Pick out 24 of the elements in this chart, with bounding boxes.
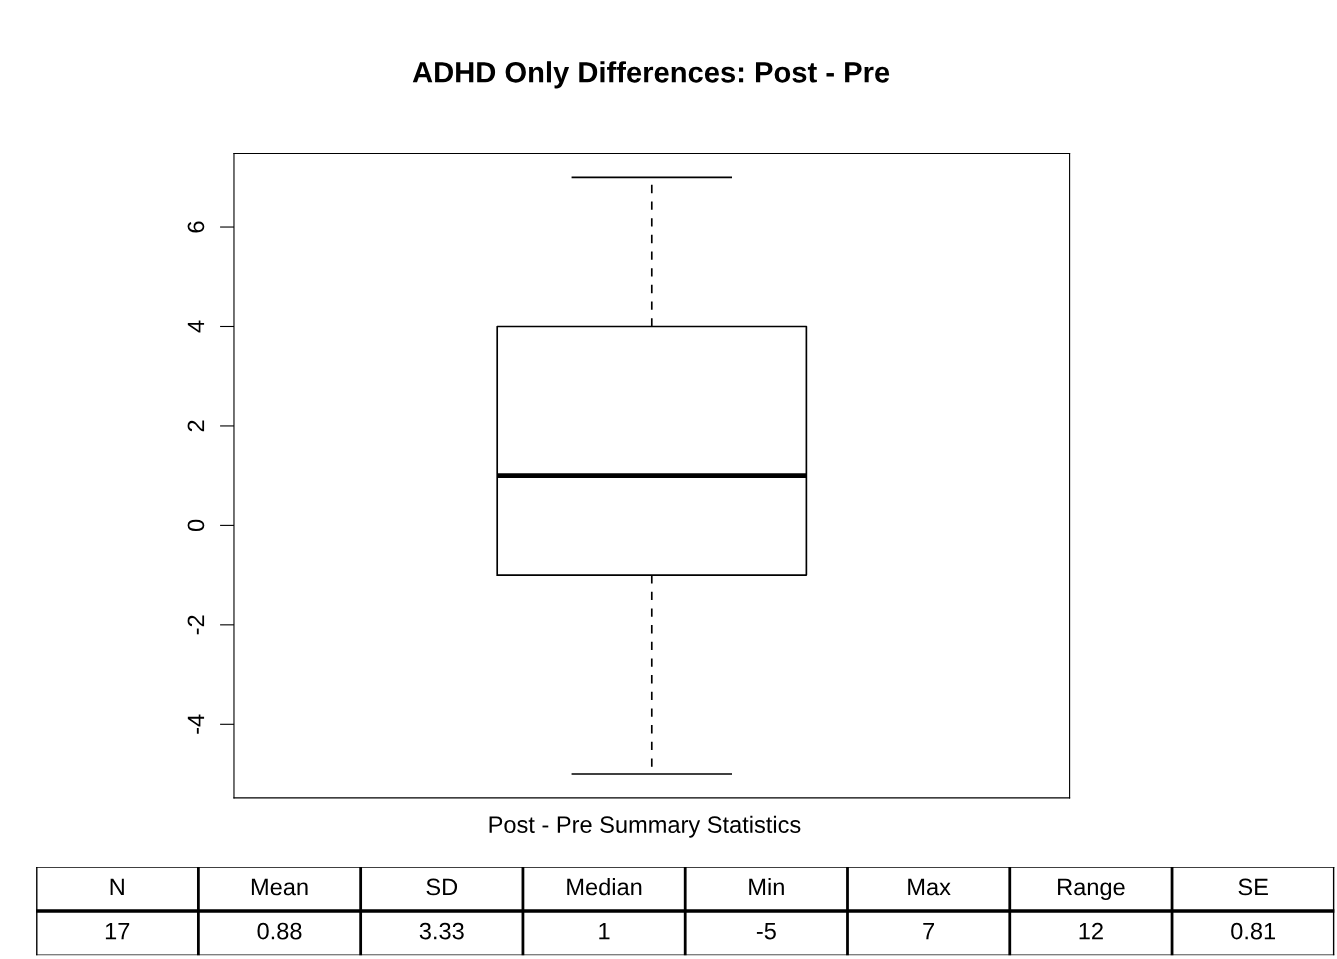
y-tick-label: 2 (187, 420, 205, 432)
category-label: Median (567, 877, 642, 896)
data-label: 3.33 (419, 922, 464, 940)
text: Post - Pre Summary Statistics (489, 815, 801, 838)
category-label: Min (749, 877, 784, 896)
y-tick-label: -2 (187, 615, 205, 635)
data-label: 0.81 (1231, 922, 1276, 940)
y-tick-label: -4 (187, 714, 205, 734)
category-label: Mean (251, 878, 308, 896)
data-label: 17 (105, 922, 130, 940)
category-label: SD (426, 878, 458, 896)
category-label: N (110, 878, 124, 896)
category-label: Max (908, 878, 951, 896)
data-label: 7 (923, 922, 935, 940)
category-label: SE (1238, 878, 1268, 896)
data-label: 1 (599, 922, 610, 940)
data-label: 12 (1079, 922, 1103, 940)
y-tick-label: 4 (187, 320, 205, 333)
y-tick-label: 0 (187, 519, 205, 532)
y-tick-label: 6 (187, 221, 205, 233)
data-label: -5 (756, 922, 776, 940)
data-label: 0.88 (257, 922, 302, 940)
chart-title: ADHD Only Differences: Post - Pre (412, 61, 890, 89)
category-label: Range (1058, 878, 1125, 900)
